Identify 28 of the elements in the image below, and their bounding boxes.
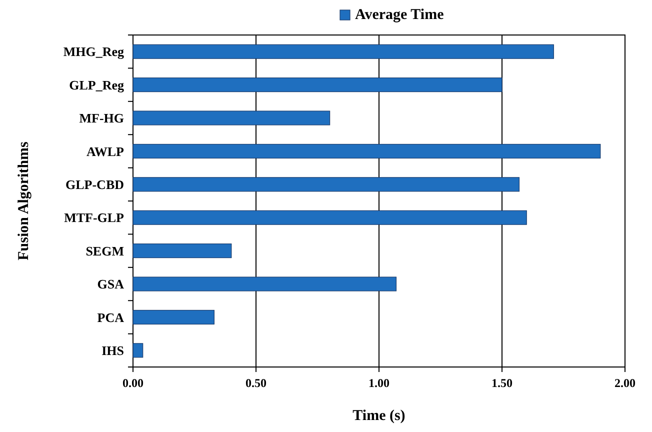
bar xyxy=(132,343,144,358)
x-tick-label: 0.50 xyxy=(246,376,266,390)
y-tick-label: IHS xyxy=(102,342,124,358)
y-tick-label: GSA xyxy=(97,276,125,292)
y-tick-label: SEGM xyxy=(86,243,124,258)
x-tick-label: 1.50 xyxy=(492,376,512,390)
bar xyxy=(132,110,330,126)
y-tick-label: MTF-GLP xyxy=(64,210,124,226)
y-tick-label: GLP-CBD xyxy=(66,176,124,192)
bar xyxy=(132,276,397,292)
bar xyxy=(132,78,502,92)
y-axis-title: Fusion Algorithms xyxy=(16,141,32,260)
bar xyxy=(132,177,520,192)
legend-label: Average Time xyxy=(355,7,444,23)
x-tick-label: 1.00 xyxy=(368,376,390,390)
bar xyxy=(132,210,527,225)
bar xyxy=(132,244,232,258)
bar xyxy=(132,44,554,59)
y-tick-label: GLP_Reg xyxy=(69,77,124,92)
bar xyxy=(132,310,214,324)
y-tick-label: MF-HG xyxy=(79,110,124,126)
x-tick-label: 2.00 xyxy=(614,376,636,390)
y-tick-label: PCA xyxy=(97,310,125,325)
bar xyxy=(132,144,601,158)
y-tick-label: AWLP xyxy=(86,144,124,159)
y-tick-label: MHG_Reg xyxy=(63,44,124,60)
x-axis-title: Time (s) xyxy=(352,408,406,424)
x-tick-label: 0.00 xyxy=(122,376,144,390)
